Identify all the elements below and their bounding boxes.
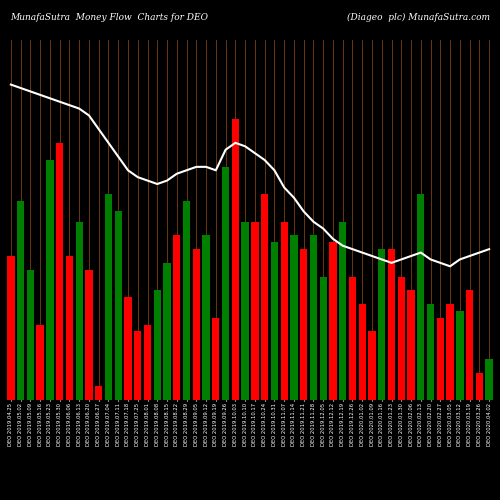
Bar [144, 324, 151, 400]
Bar [56, 143, 64, 400]
Bar [378, 249, 386, 400]
Bar [26, 270, 34, 400]
Bar [388, 249, 395, 400]
Bar [261, 194, 268, 400]
Bar [192, 249, 200, 400]
Bar [36, 324, 44, 400]
Bar [320, 276, 327, 400]
Bar [486, 359, 493, 400]
Bar [7, 256, 14, 400]
Bar [76, 222, 83, 400]
Bar [417, 194, 424, 400]
Bar [251, 222, 258, 400]
Bar [154, 290, 161, 400]
Bar [270, 242, 278, 400]
Bar [17, 201, 24, 400]
Bar [212, 318, 220, 400]
Bar [242, 222, 249, 400]
Bar [280, 222, 288, 400]
Bar [358, 304, 366, 400]
Bar [86, 270, 92, 400]
Bar [466, 290, 473, 400]
Bar [408, 290, 414, 400]
Bar [134, 332, 141, 400]
Bar [124, 297, 132, 400]
Bar [222, 167, 230, 400]
Bar [114, 212, 122, 400]
Text: MunafaSutra  Money Flow  Charts for DEO: MunafaSutra Money Flow Charts for DEO [10, 12, 208, 22]
Bar [300, 249, 308, 400]
Bar [310, 236, 317, 400]
Bar [46, 160, 54, 400]
Bar [202, 236, 209, 400]
Bar [105, 194, 112, 400]
Bar [339, 222, 346, 400]
Bar [368, 332, 376, 400]
Bar [95, 386, 102, 400]
Bar [476, 372, 483, 400]
Bar [290, 236, 298, 400]
Text: (Diageo  plc) MunafaSutra.com: (Diageo plc) MunafaSutra.com [347, 12, 490, 22]
Bar [436, 318, 444, 400]
Bar [164, 263, 170, 400]
Bar [330, 242, 336, 400]
Bar [456, 311, 464, 400]
Bar [173, 236, 180, 400]
Bar [66, 256, 73, 400]
Bar [349, 276, 356, 400]
Bar [183, 201, 190, 400]
Bar [446, 304, 454, 400]
Bar [398, 276, 405, 400]
Bar [427, 304, 434, 400]
Bar [232, 119, 239, 400]
